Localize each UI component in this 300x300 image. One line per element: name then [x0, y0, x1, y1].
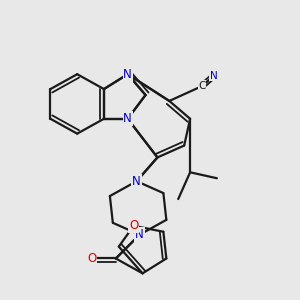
Text: N: N: [123, 68, 132, 81]
Text: N: N: [123, 112, 132, 125]
Text: O: O: [87, 252, 97, 265]
Text: N: N: [135, 228, 144, 241]
Text: O: O: [129, 219, 138, 232]
Text: N: N: [210, 71, 218, 81]
Text: C: C: [198, 80, 206, 91]
Text: N: N: [132, 175, 141, 188]
